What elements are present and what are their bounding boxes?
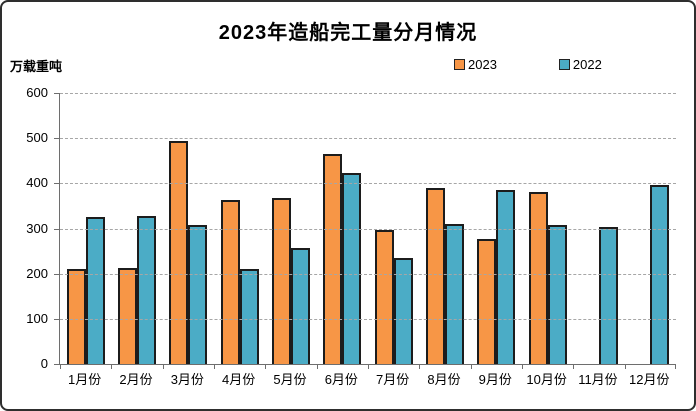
- x-axis-tick: [675, 364, 676, 369]
- legend-item-2022: 2022: [558, 57, 602, 72]
- bar-2022-7月份: [393, 257, 413, 364]
- x-axis-label-7月份: 7月份: [376, 372, 410, 387]
- bar-2023-6月份: [323, 153, 343, 364]
- bar-group-6月份: [317, 93, 368, 364]
- bar-2023-8月份: [425, 188, 445, 364]
- y-axis-tick: [54, 364, 59, 365]
- x-axis-tick: [522, 364, 523, 369]
- x-axis-tick: [162, 364, 164, 369]
- x-axis-label-6月份: 6月份: [324, 372, 358, 387]
- x-axis-tick: [624, 364, 626, 369]
- x-axis-tick: [265, 364, 267, 369]
- gridline-100: [60, 318, 676, 320]
- x-axis-tick: [316, 364, 318, 369]
- x-axis-tick: [470, 364, 472, 369]
- bar-2023-3月份: [169, 140, 189, 364]
- y-axis-tick: [54, 318, 59, 320]
- y-axis-tick-label: 0: [40, 356, 48, 371]
- legend-swatch-2022-icon: [558, 59, 570, 70]
- x-axis-label-2月份: 2月份: [119, 372, 153, 387]
- y-axis-tick-label: 600: [26, 85, 48, 100]
- gridline-300: [60, 228, 676, 230]
- bar-group-10月份: [522, 93, 573, 364]
- bar-group-11月份: [573, 93, 624, 364]
- bar-group-4月份: [214, 93, 265, 364]
- x-axis-tick: [111, 364, 113, 369]
- bar-2022-10月份: [547, 224, 567, 364]
- x-axis-label-9月份: 9月份: [478, 372, 512, 387]
- legend-label-2022: 2022: [572, 57, 602, 72]
- bar-2023-1月份: [66, 268, 86, 364]
- x-axis-tick: [368, 364, 369, 369]
- y-axis-unit-label: 万载重吨: [10, 59, 63, 74]
- bar-2022-8月份: [444, 223, 464, 364]
- bar-2023-7月份: [374, 230, 394, 364]
- x-axis-tick: [419, 364, 421, 369]
- bar-2023-5月份: [271, 197, 291, 364]
- gridline-500: [60, 138, 676, 140]
- bar-group-9月份: [471, 93, 522, 364]
- bar-2022-2月份: [136, 215, 156, 364]
- bar-2023-9月份: [477, 239, 497, 364]
- bar-group-1月份: [60, 93, 111, 364]
- x-axis-label-8月份: 8月份: [427, 372, 461, 387]
- bar-2022-6月份: [342, 173, 362, 364]
- bar-2023-4月份: [220, 200, 240, 364]
- y-axis-tick: [54, 228, 59, 230]
- x-axis-label-4月份: 4月份: [222, 372, 256, 387]
- bar-group-2月份: [111, 93, 162, 364]
- bar-group-7月份: [368, 93, 419, 364]
- x-axis-label-5月份: 5月份: [273, 372, 307, 387]
- bar-groups: [60, 93, 676, 364]
- bar-2022-4月份: [239, 268, 259, 364]
- y-axis-tick-label: 300: [26, 220, 48, 236]
- y-axis-tick: [54, 138, 59, 140]
- y-axis-tick: [54, 273, 59, 275]
- y-axis-tick: [54, 183, 59, 185]
- x-axis-labels: 1月份 2月份 3月份 4月份 5月份 6月份 7月份 8月份 9月份 10月份 11月份 12月份: [59, 369, 675, 388]
- bar-2022-5月份: [290, 247, 310, 364]
- legend-swatch-2023-icon: [454, 59, 465, 70]
- chart-title: 2023年造船完工量分月情况: [218, 22, 478, 44]
- gridline-200: [60, 273, 676, 275]
- legend-item-2023: 2023: [454, 57, 497, 72]
- x-axis-tick: [573, 364, 575, 369]
- y-axis-tick: [54, 93, 59, 94]
- bar-2022-1月份: [85, 216, 105, 364]
- y-axis-tick-label: 400: [26, 175, 48, 191]
- gridline-600: [60, 93, 676, 94]
- bar-group-8月份: [419, 93, 470, 364]
- y-axis-tick-label: 200: [26, 265, 48, 281]
- x-axis-label-11月份: 11月份: [578, 372, 618, 387]
- legend-label-2023: 2023: [468, 57, 497, 72]
- y-axis-tick-label: 100: [26, 310, 48, 326]
- bar-group-3月份: [163, 93, 214, 364]
- x-axis-tick: [214, 364, 215, 369]
- bar-2022-9月份: [496, 189, 516, 364]
- x-axis-tick: [60, 364, 61, 369]
- y-axis-tick-label: 500: [26, 130, 48, 146]
- gridline-400: [60, 183, 676, 185]
- x-axis-label-1月份: 1月份: [68, 372, 102, 387]
- x-axis-label-10月份: 10月份: [526, 372, 567, 387]
- plot-area: [54, 93, 676, 369]
- bar-2023-10月份: [528, 191, 548, 364]
- legend: 2023 2022: [454, 57, 602, 72]
- bar-2022-3月份: [188, 224, 208, 364]
- bar-2023-2月份: [117, 268, 137, 364]
- x-axis-label-12月份: 12月份: [629, 372, 670, 387]
- bar-2022-11月份: [598, 227, 618, 364]
- bar-group-5月份: [265, 93, 316, 364]
- x-axis-label-3月份: 3月份: [170, 372, 204, 387]
